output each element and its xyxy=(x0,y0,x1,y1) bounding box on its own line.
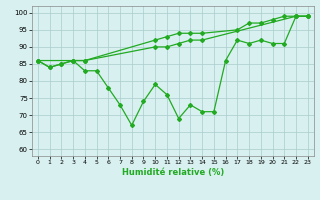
X-axis label: Humidité relative (%): Humidité relative (%) xyxy=(122,168,224,177)
